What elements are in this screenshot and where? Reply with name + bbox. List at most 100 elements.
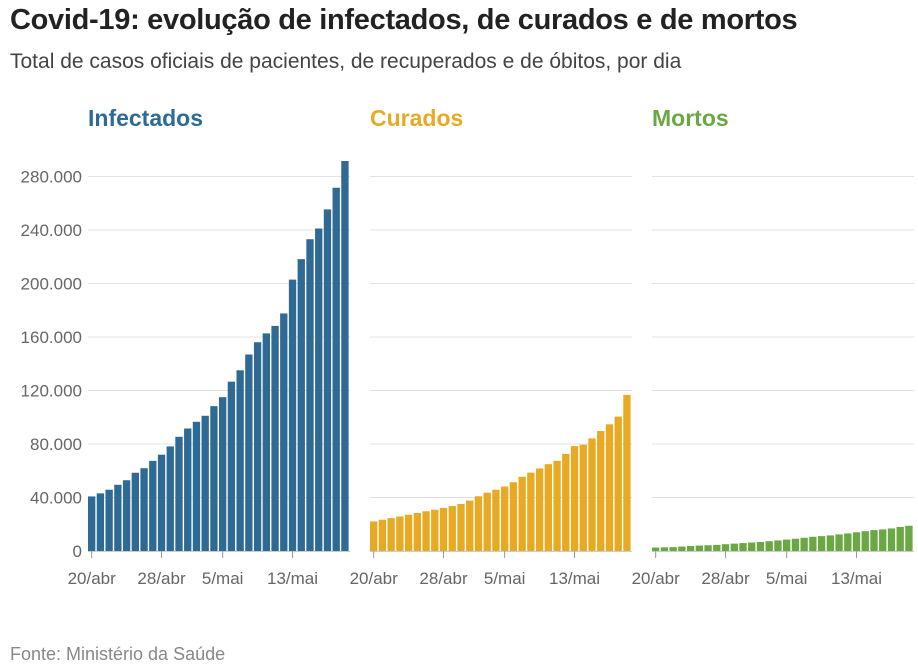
bar [783, 539, 791, 551]
bar [669, 547, 677, 551]
bar [756, 541, 765, 551]
bar [422, 511, 430, 551]
bar [341, 160, 349, 552]
bar [323, 209, 332, 551]
bar [826, 535, 834, 551]
x-tick-label: 20/abr [632, 569, 681, 588]
chart-subtitle: Total de casos oficiais de pacientes, de… [10, 50, 682, 73]
bar [184, 428, 192, 551]
y-tick-label: 200.000 [21, 275, 82, 294]
panel-title: Curados [370, 105, 463, 131]
bar [652, 547, 660, 551]
x-tick-label: 13/mai [549, 569, 600, 588]
bar [492, 489, 500, 551]
y-tick-label: 160.000 [21, 328, 82, 347]
bar [765, 541, 773, 551]
bar [861, 531, 869, 551]
bar [605, 424, 614, 551]
bar [219, 397, 227, 551]
chart-title: Covid-19: evolução de infectados, de cur… [10, 4, 798, 36]
bar [870, 530, 878, 551]
bar [704, 545, 712, 551]
bar [579, 444, 587, 551]
bar [332, 187, 340, 552]
x-tick-label: 20/abr [68, 569, 117, 588]
bar [553, 460, 561, 551]
chart-panel-0: Infectados 20/abr 28/abr 5/mai 13/mai [68, 105, 350, 588]
panel-title: Infectados [88, 105, 203, 131]
bar [791, 538, 800, 551]
bar [544, 464, 552, 551]
bar [483, 492, 491, 551]
bar [88, 496, 96, 551]
bar [905, 525, 913, 551]
bar [315, 228, 323, 551]
bar [678, 546, 686, 551]
bar [844, 533, 852, 551]
x-tick-label: 28/abr [701, 569, 750, 588]
bar [122, 480, 131, 551]
bar [713, 544, 721, 551]
bar [527, 472, 535, 551]
bar [817, 536, 826, 551]
bar [879, 529, 887, 551]
bar [570, 446, 579, 551]
bar [245, 354, 253, 551]
bar [896, 526, 904, 551]
bar [166, 446, 174, 551]
bar [518, 476, 526, 551]
bar [297, 259, 305, 551]
bar [236, 370, 244, 551]
bar [509, 482, 518, 551]
chart-panel-1: Curados 20/abr 28/abr 5/mai 13/mai [350, 105, 632, 588]
bar [114, 484, 122, 551]
bar [457, 503, 465, 551]
bar [686, 546, 695, 551]
bar [835, 534, 843, 551]
source-note: Fonte: Ministério da Saúde [10, 644, 226, 664]
x-tick-label: 13/mai [831, 569, 882, 588]
bar [157, 454, 166, 551]
bar [535, 468, 544, 551]
chart-panel-2: Mortos 20/abr 28/abr 5/mai 13/mai [632, 105, 914, 588]
bar [262, 333, 270, 551]
bar [730, 543, 738, 551]
bar [96, 493, 105, 551]
bar [466, 500, 474, 551]
bar [378, 519, 387, 551]
bar [739, 543, 747, 551]
x-tick-label: 20/abr [350, 569, 399, 588]
bar [370, 521, 378, 551]
bar [306, 239, 314, 551]
x-tick-label: 28/abr [137, 569, 186, 588]
bar [431, 509, 439, 551]
bar [439, 507, 448, 551]
bar [748, 542, 756, 551]
y-tick-label: 240.000 [21, 221, 82, 240]
bar [887, 528, 896, 551]
bar [721, 544, 730, 551]
x-tick-label: 5/mai [202, 569, 244, 588]
panel-title: Mortos [652, 105, 729, 131]
x-tick-label: 13/mai [267, 569, 318, 588]
bar [614, 416, 622, 551]
bar [175, 436, 183, 551]
y-tick-label: 0 [73, 542, 82, 561]
bar [623, 394, 631, 551]
x-tick-label: 5/mai [484, 569, 526, 588]
bar [809, 536, 817, 551]
bar [695, 545, 703, 551]
y-tick-label: 80.000 [30, 435, 82, 454]
bar [404, 514, 413, 551]
x-tick-label: 28/abr [419, 569, 468, 588]
bar [562, 453, 570, 551]
bar [253, 342, 262, 551]
bar [396, 516, 404, 551]
bar [597, 431, 605, 551]
x-tick-label: 5/mai [766, 569, 808, 588]
bar [774, 540, 782, 551]
bar [852, 532, 861, 551]
bar [192, 421, 201, 551]
bar [474, 496, 483, 551]
